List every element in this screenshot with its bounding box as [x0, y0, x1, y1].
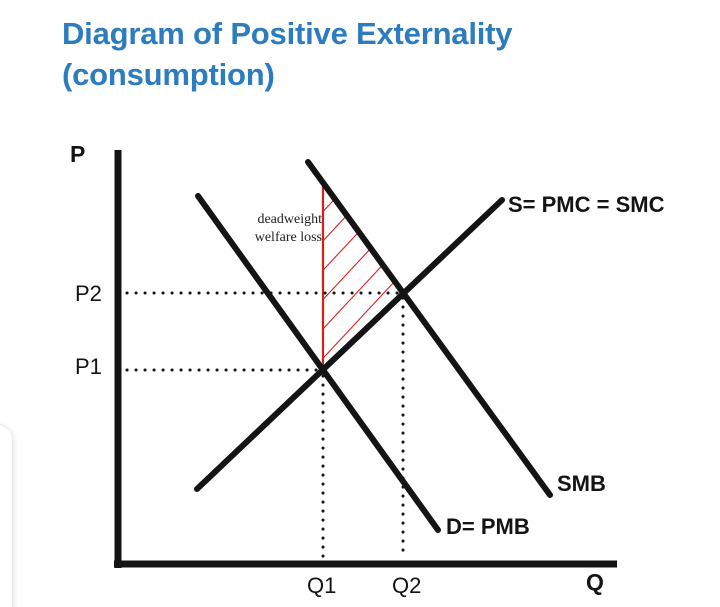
- supply-curve-label: S= PMC = SMC: [508, 192, 665, 217]
- deadweight-loss-triangle: [323, 183, 403, 370]
- x-axis-label: Q: [586, 569, 604, 595]
- demand-pmb-curve: [195, 193, 441, 533]
- p2-label: P2: [75, 281, 102, 306]
- page-title-line1: Diagram of Positive Externality: [62, 16, 513, 51]
- smb-curve-label: SMB: [557, 471, 606, 496]
- page-title-line2: (consumption): [62, 57, 275, 92]
- page-title: Diagram of Positive Externality (consump…: [62, 13, 662, 95]
- smb-curve: [305, 159, 553, 498]
- deadweight-loss-annotation: deadweight welfare loss: [244, 211, 322, 247]
- q2-label: Q2: [392, 573, 422, 598]
- deadweight-loss-annotation-line2: welfare loss: [254, 230, 322, 245]
- y-axis-label: P: [70, 141, 86, 167]
- q1-label: Q1: [307, 573, 337, 598]
- supply-curve: [194, 197, 505, 492]
- deadweight-loss-annotation-line1: deadweight: [257, 212, 322, 227]
- demand-curve-label: D= PMB: [446, 514, 530, 539]
- p1-label: P1: [75, 354, 102, 379]
